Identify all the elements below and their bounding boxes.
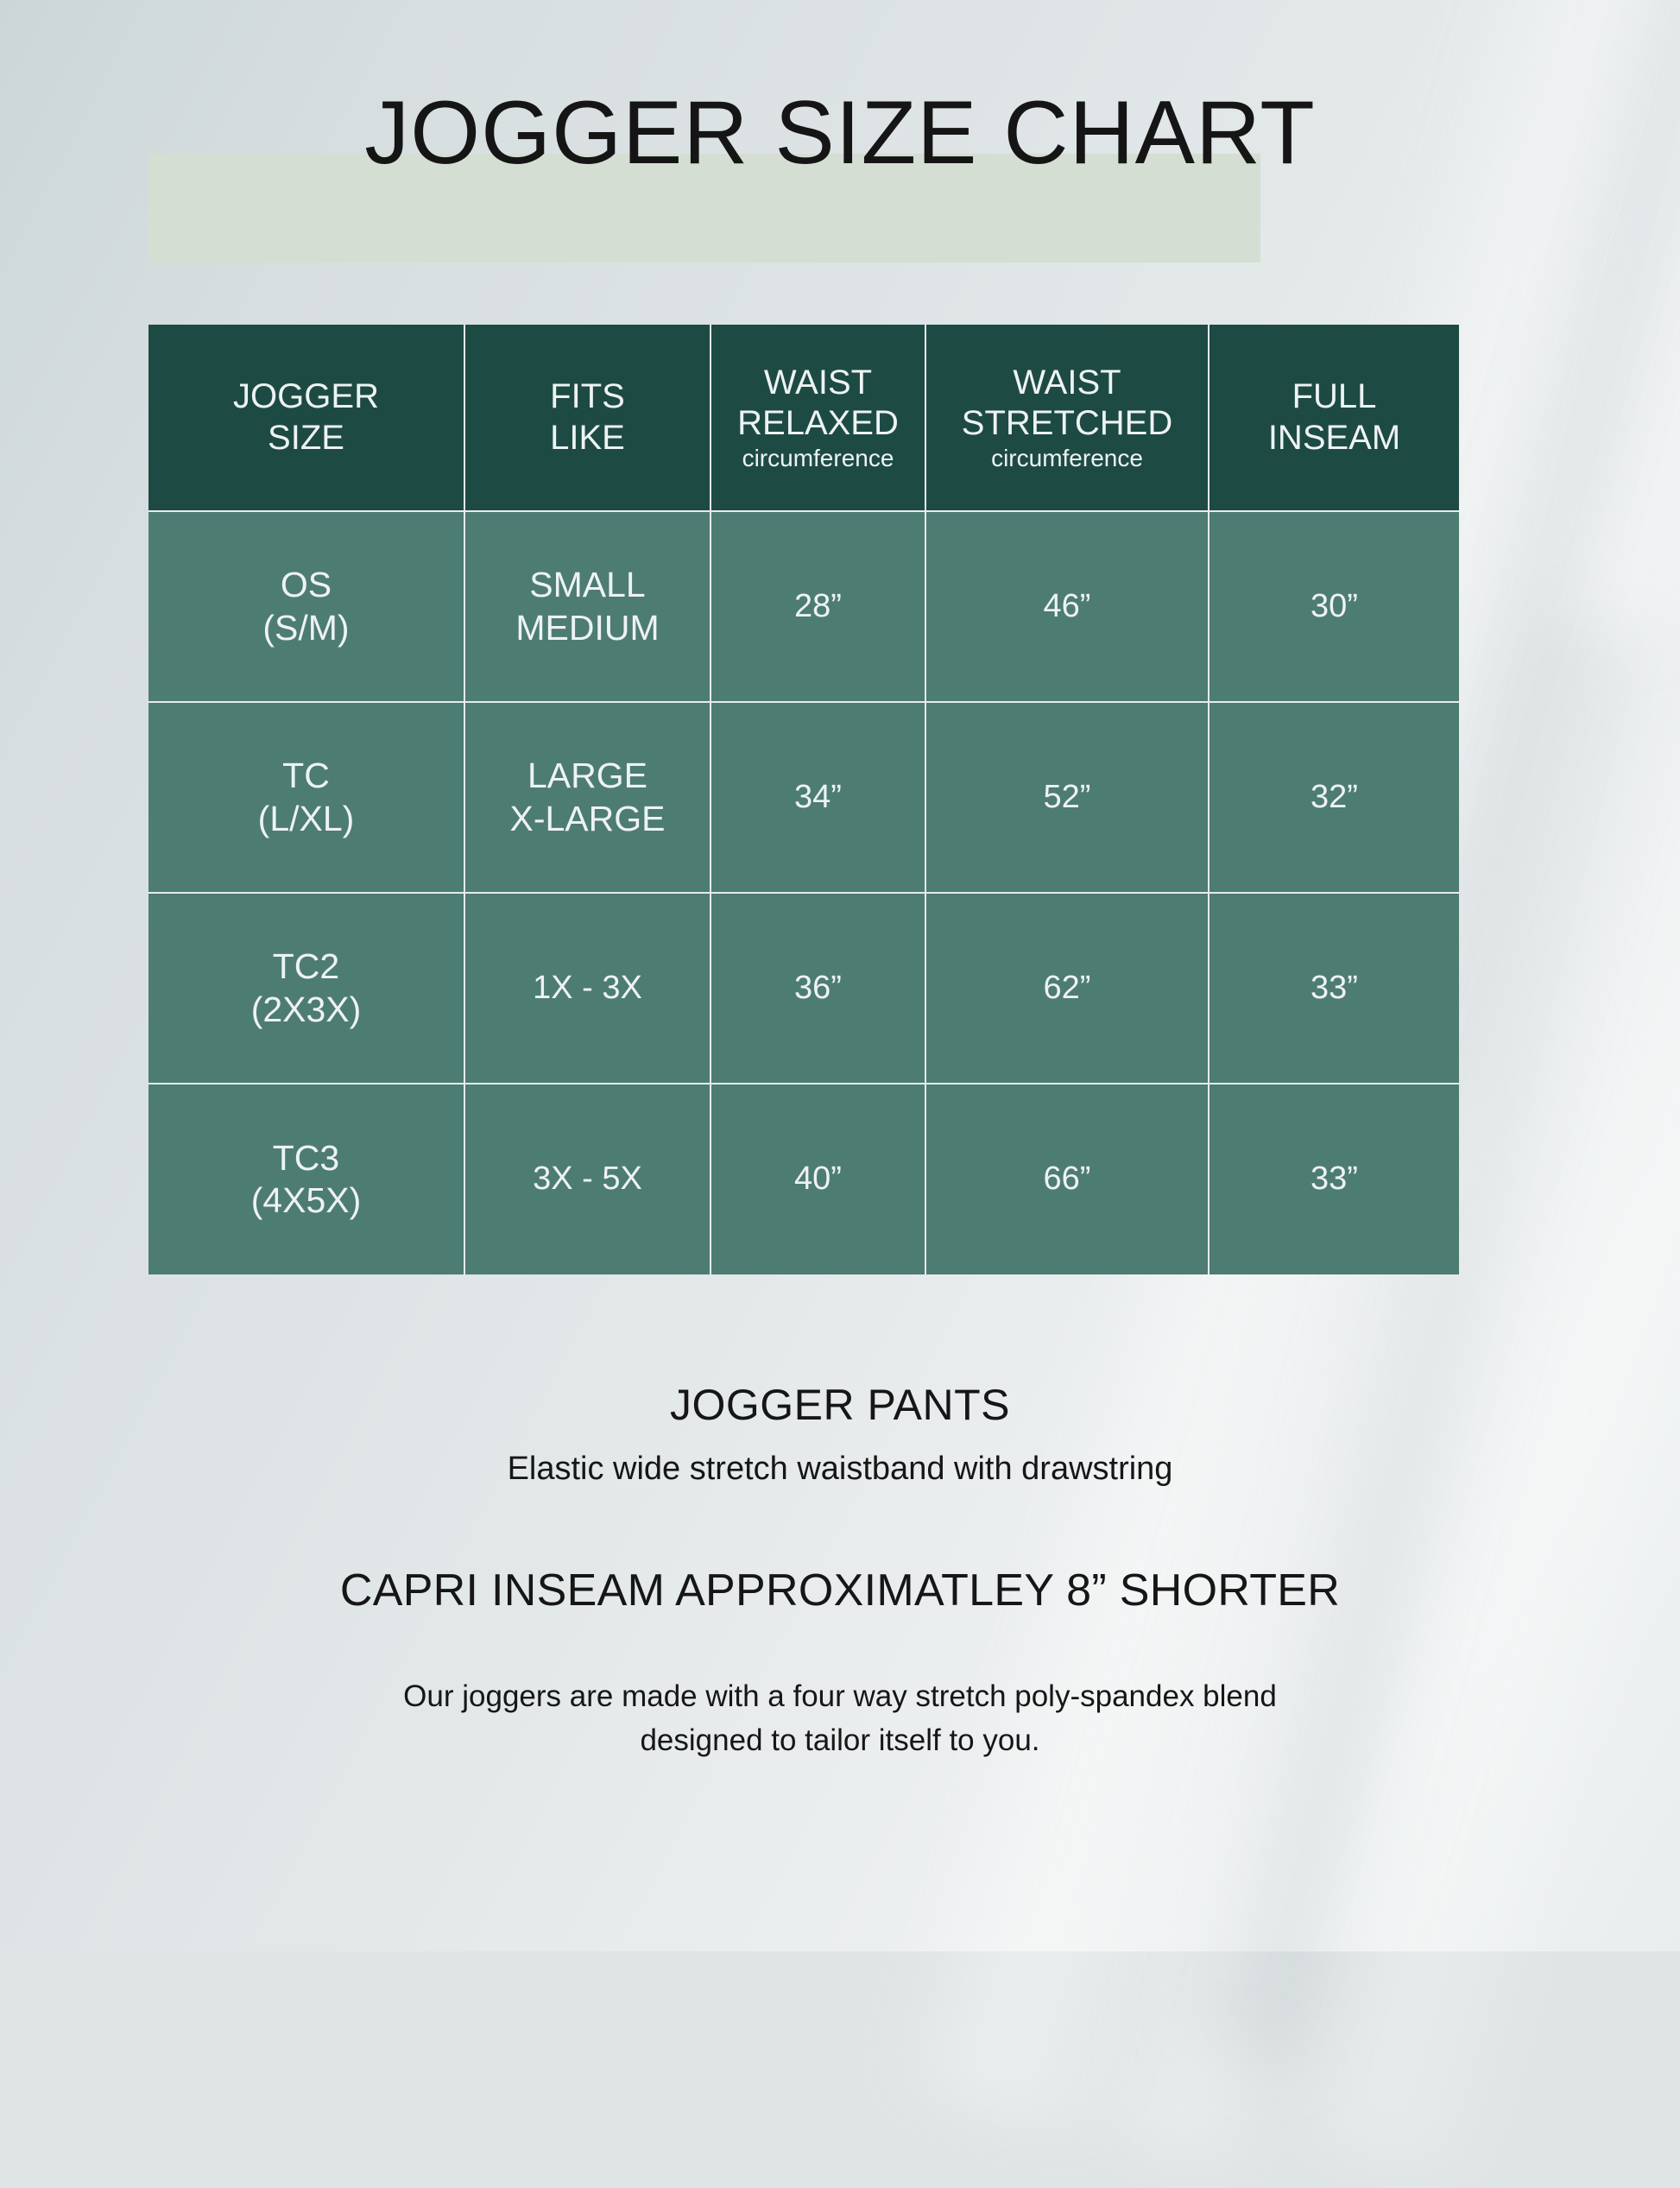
header-line-1: FITS (550, 377, 625, 416)
size-chart-page: JOGGER SIZE CHART JOGGER SIZE FITS LIKE … (0, 83, 1680, 1763)
header-line-1: WAIST (1013, 363, 1121, 402)
footer-capri-note: CAPRI INSEAM APPROXIMATLEY 8” SHORTER (339, 1565, 1341, 1616)
page-title: JOGGER SIZE CHART (364, 83, 1316, 183)
size-code: TC2 (272, 946, 340, 987)
cell-full-inseam: 30” (1208, 510, 1459, 703)
table-row: TC (L/XL) LARGE X-LARGE 34” 52” 32” (148, 701, 1459, 894)
cell-fits-like: LARGE X-LARGE (464, 701, 711, 894)
header-line-2: STRETCHED (961, 404, 1173, 443)
table-row: OS (S/M) SMALL MEDIUM 28” 46” 30” (148, 510, 1459, 703)
column-header-waist-relaxed: WAIST RELAXED circumference (710, 325, 926, 512)
column-header-jogger-size: JOGGER SIZE (148, 325, 465, 512)
column-header-full-inseam: FULL INSEAM (1208, 325, 1459, 512)
fits-line-1: LARGE (527, 756, 647, 796)
footer-subheading: Elastic wide stretch waistband with draw… (507, 1451, 1173, 1487)
footer-description-line-1: Our joggers are made with a four way str… (403, 1679, 1277, 1713)
size-code: TC (282, 756, 330, 796)
cell-fits-like: SMALL MEDIUM (464, 510, 711, 703)
cell-jogger-size: OS (S/M) (148, 510, 465, 703)
header-note: circumference (991, 445, 1143, 472)
cell-full-inseam: 32” (1208, 701, 1459, 894)
column-header-waist-stretched: WAIST STRETCHED circumference (925, 325, 1209, 512)
page-title-area: JOGGER SIZE CHART (0, 83, 1680, 262)
fits-line-1: SMALL (529, 565, 646, 605)
cell-waist-stretched: 66” (925, 1083, 1209, 1274)
cell-waist-stretched: 46” (925, 510, 1209, 703)
cell-fits-like: 3X - 5X (464, 1083, 711, 1274)
column-header-fits-like: FITS LIKE (464, 325, 711, 512)
header-line-2: INSEAM (1267, 418, 1401, 457)
footer-description-line-2: designed to tailor itself to you. (640, 1723, 1040, 1757)
jogger-size-table: JOGGER SIZE FITS LIKE WAIST RELAXED circ… (148, 325, 1459, 1274)
cell-jogger-size: TC2 (2X3X) (148, 892, 465, 1085)
header-line-2: LIKE (550, 418, 625, 457)
cell-waist-relaxed: 28” (710, 510, 926, 703)
cell-jogger-size: TC (L/XL) (148, 701, 465, 894)
cell-waist-relaxed: 36” (710, 892, 926, 1085)
size-range: (4X5X) (250, 1180, 362, 1220)
cell-full-inseam: 33” (1208, 892, 1459, 1085)
title-highlight-band (148, 154, 1260, 262)
cell-waist-relaxed: 34” (710, 701, 926, 894)
size-code: TC3 (272, 1137, 340, 1178)
header-line-2: RELAXED (737, 404, 899, 443)
table-row: TC2 (2X3X) 1X - 3X 36” 62” 33” (148, 892, 1459, 1085)
size-range: (S/M) (262, 607, 350, 648)
cell-waist-stretched: 62” (925, 892, 1209, 1085)
table-header-row: JOGGER SIZE FITS LIKE WAIST RELAXED circ… (148, 325, 1459, 512)
header-line-1: JOGGER (233, 377, 379, 416)
header-line-2: SIZE (268, 418, 344, 457)
header-line-1: FULL (1292, 377, 1377, 416)
cell-full-inseam: 33” (1208, 1083, 1459, 1274)
cell-waist-relaxed: 40” (710, 1083, 926, 1274)
table-header: JOGGER SIZE FITS LIKE WAIST RELAXED circ… (148, 325, 1459, 512)
cell-jogger-size: TC3 (4X5X) (148, 1083, 465, 1274)
size-range: (L/XL) (257, 798, 355, 838)
size-range: (2X3X) (250, 989, 362, 1029)
header-line-1: WAIST (763, 363, 873, 402)
header-note: circumference (742, 445, 894, 472)
fits-line-2: MEDIUM (515, 607, 660, 648)
footer-heading: JOGGER PANTS (669, 1381, 1010, 1429)
cell-fits-like: 1X - 3X (464, 892, 711, 1085)
cell-waist-stretched: 52” (925, 701, 1209, 894)
fits-line-2: X-LARGE (509, 798, 666, 838)
table-row: TC3 (4X5X) 3X - 5X 40” 66” 33” (148, 1083, 1459, 1274)
size-code: OS (280, 565, 332, 605)
table-body: OS (S/M) SMALL MEDIUM 28” 46” 30” TC (L/… (148, 510, 1459, 1274)
footer-description: Our joggers are made with a four way str… (0, 1675, 1680, 1763)
